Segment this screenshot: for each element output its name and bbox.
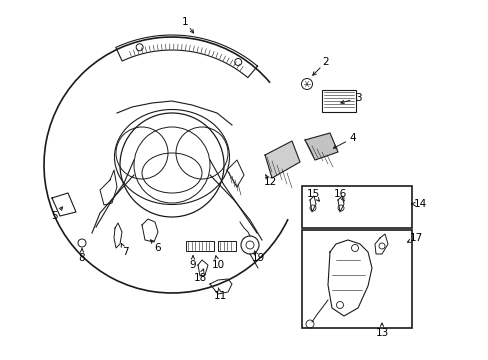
Text: 15: 15: [306, 189, 319, 199]
Text: 4: 4: [349, 133, 356, 143]
Bar: [321, 90, 355, 112]
Bar: [218, 241, 236, 251]
Text: 17: 17: [408, 233, 422, 243]
Polygon shape: [264, 141, 299, 178]
Bar: [302, 186, 411, 228]
Text: 7: 7: [122, 247, 128, 257]
Bar: [302, 230, 411, 328]
Text: 10: 10: [211, 260, 224, 270]
Text: 6: 6: [154, 243, 161, 253]
Text: 14: 14: [412, 199, 426, 209]
Text: 1: 1: [182, 17, 188, 27]
Text: 12: 12: [263, 177, 276, 187]
Text: 3: 3: [354, 93, 361, 103]
Text: 5: 5: [52, 211, 58, 221]
Bar: [185, 241, 214, 251]
Text: 2: 2: [322, 57, 328, 67]
Text: 16: 16: [333, 189, 346, 199]
Polygon shape: [305, 133, 337, 160]
Text: 9: 9: [189, 260, 196, 270]
Text: 13: 13: [375, 328, 388, 338]
Text: 19: 19: [251, 253, 264, 263]
Text: 11: 11: [213, 291, 226, 301]
Text: 18: 18: [193, 273, 206, 283]
Text: 8: 8: [79, 253, 85, 263]
